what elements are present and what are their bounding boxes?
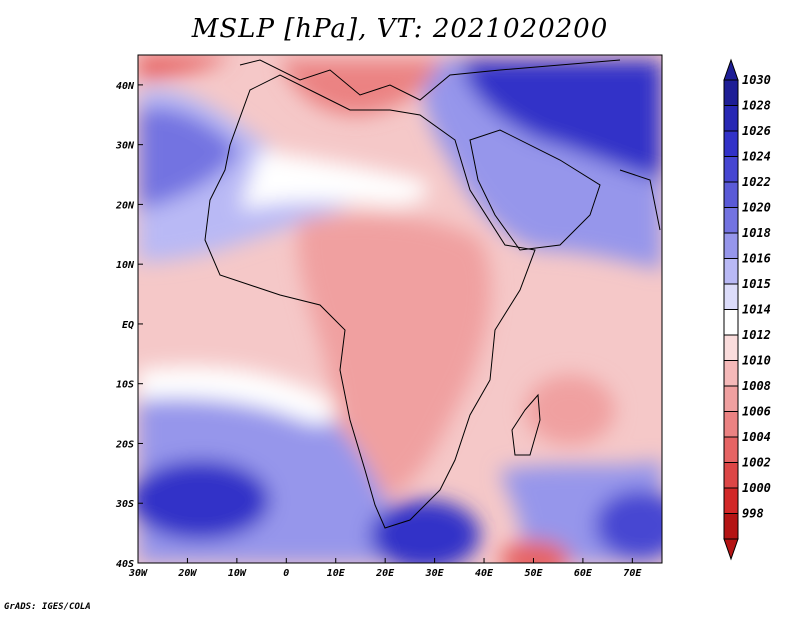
- legend-level-label: 1008: [742, 379, 771, 393]
- lat-tick-label: EQ: [122, 320, 134, 331]
- legend-level-label: 1018: [742, 226, 771, 240]
- legend-swatch: [723, 334, 739, 361]
- legend-swatch: [723, 181, 739, 208]
- lat-tick-label: 10N: [116, 260, 135, 271]
- madagascar-coastline: [511, 393, 541, 456]
- europe-coastline: [239, 59, 621, 101]
- lon-tick-label: 20E: [375, 568, 395, 579]
- saharan-white-band: [240, 150, 428, 210]
- plot-frame: [137, 54, 663, 564]
- pressure-blobs: [138, 55, 662, 563]
- iberian-low-region: [138, 55, 230, 80]
- legend-level-label: 1026: [742, 124, 771, 138]
- lon-tick-label: 10W: [228, 568, 247, 579]
- asian-high-core: [460, 60, 662, 180]
- legend-swatch: [723, 232, 739, 259]
- central-african-low-region: [297, 215, 491, 501]
- lat-tick-label: 40N: [116, 81, 135, 92]
- legend-swatch: [723, 462, 739, 489]
- legend-level-label: 1014: [742, 303, 771, 317]
- legend-swatch: [723, 436, 739, 463]
- legend-swatch: [723, 207, 739, 234]
- southern-ocean-low-region: [500, 540, 570, 563]
- legend-swatch: [723, 309, 739, 336]
- indian-ocean-high-core: [595, 490, 662, 560]
- south-atlantic-high-core: [138, 460, 270, 540]
- lon-tick-label: 70E: [623, 568, 642, 579]
- legend-lower-triangle: [723, 538, 739, 561]
- credit-text: GrADS: IGES/COLA: [4, 602, 91, 612]
- legend-swatch: [723, 487, 739, 514]
- legend-swatch: [723, 156, 739, 183]
- north-atlantic-high-core: [138, 107, 240, 210]
- legend-upper-triangle: [723, 58, 739, 81]
- legend-level-label: 1010: [742, 354, 771, 368]
- mascarene-low-region: [525, 375, 615, 445]
- lat-tick-label: 30N: [115, 141, 135, 152]
- india-coastline: [619, 169, 661, 231]
- legend-level-label: 1006: [742, 405, 771, 419]
- lat-tick-label: 30S: [115, 499, 134, 510]
- lon-tick-label: 50E: [524, 568, 543, 579]
- legend-level-label: 1004: [742, 430, 771, 444]
- legend-level-label: 1002: [742, 456, 771, 470]
- legend-level-label: 1016: [742, 252, 771, 266]
- legend-swatch: [723, 283, 739, 310]
- legend-level-label: 1028: [742, 99, 771, 113]
- legend-level-label: 1015: [742, 277, 771, 291]
- south-african-high-core: [370, 500, 480, 563]
- lat-tick-label: 40S: [116, 559, 134, 570]
- map-title: MSLP [hPa], VT: 2021020200: [191, 14, 609, 44]
- lon-tick-label: 30W: [128, 568, 148, 579]
- lon-tick-label: 60E: [574, 568, 593, 579]
- legend-level-label: 1022: [742, 175, 771, 189]
- legend-swatch: [723, 385, 739, 412]
- legend-level-label: 1020: [742, 201, 771, 215]
- legend-level-label: 1012: [742, 328, 771, 342]
- legend-level-label: 998: [742, 507, 764, 521]
- legend-swatch: [723, 360, 739, 387]
- lon-tick-label: 10E: [327, 568, 346, 579]
- lat-tick-label: 20S: [115, 439, 134, 450]
- legend-swatch: [723, 513, 739, 540]
- lon-tick-label: 0: [283, 568, 289, 579]
- lon-tick-label: 30E: [425, 568, 445, 579]
- legend-level-label: 1000: [742, 481, 771, 495]
- legend-swatch: [723, 411, 739, 438]
- arabia-coastline: [469, 129, 601, 251]
- color-legend: 1030 1028 1026 1024 1022 1020 1018 1016 1015 1014…: [723, 58, 771, 561]
- south-atlantic-white-band: [138, 366, 334, 424]
- legend-swatch: [723, 130, 739, 157]
- africa-coastline: [204, 74, 536, 529]
- legend-swatch: [723, 79, 739, 106]
- lon-tick-label: 40E: [475, 568, 494, 579]
- pressure-field: [138, 55, 662, 563]
- legend-swatch: [723, 258, 739, 285]
- legend-level-label: 1024: [742, 150, 771, 164]
- lat-tick-label: 10S: [116, 380, 134, 391]
- legend-swatch: [723, 105, 739, 132]
- lon-tick-label: 20W: [177, 568, 197, 579]
- axis-ticks: 30W 20W 10W 0 10E 20E 30E 40E 50E 60E 70E 40N 30N 20N…: [115, 81, 642, 579]
- legend-level-label: 1030: [742, 73, 771, 87]
- lat-tick-label: 20N: [115, 200, 135, 211]
